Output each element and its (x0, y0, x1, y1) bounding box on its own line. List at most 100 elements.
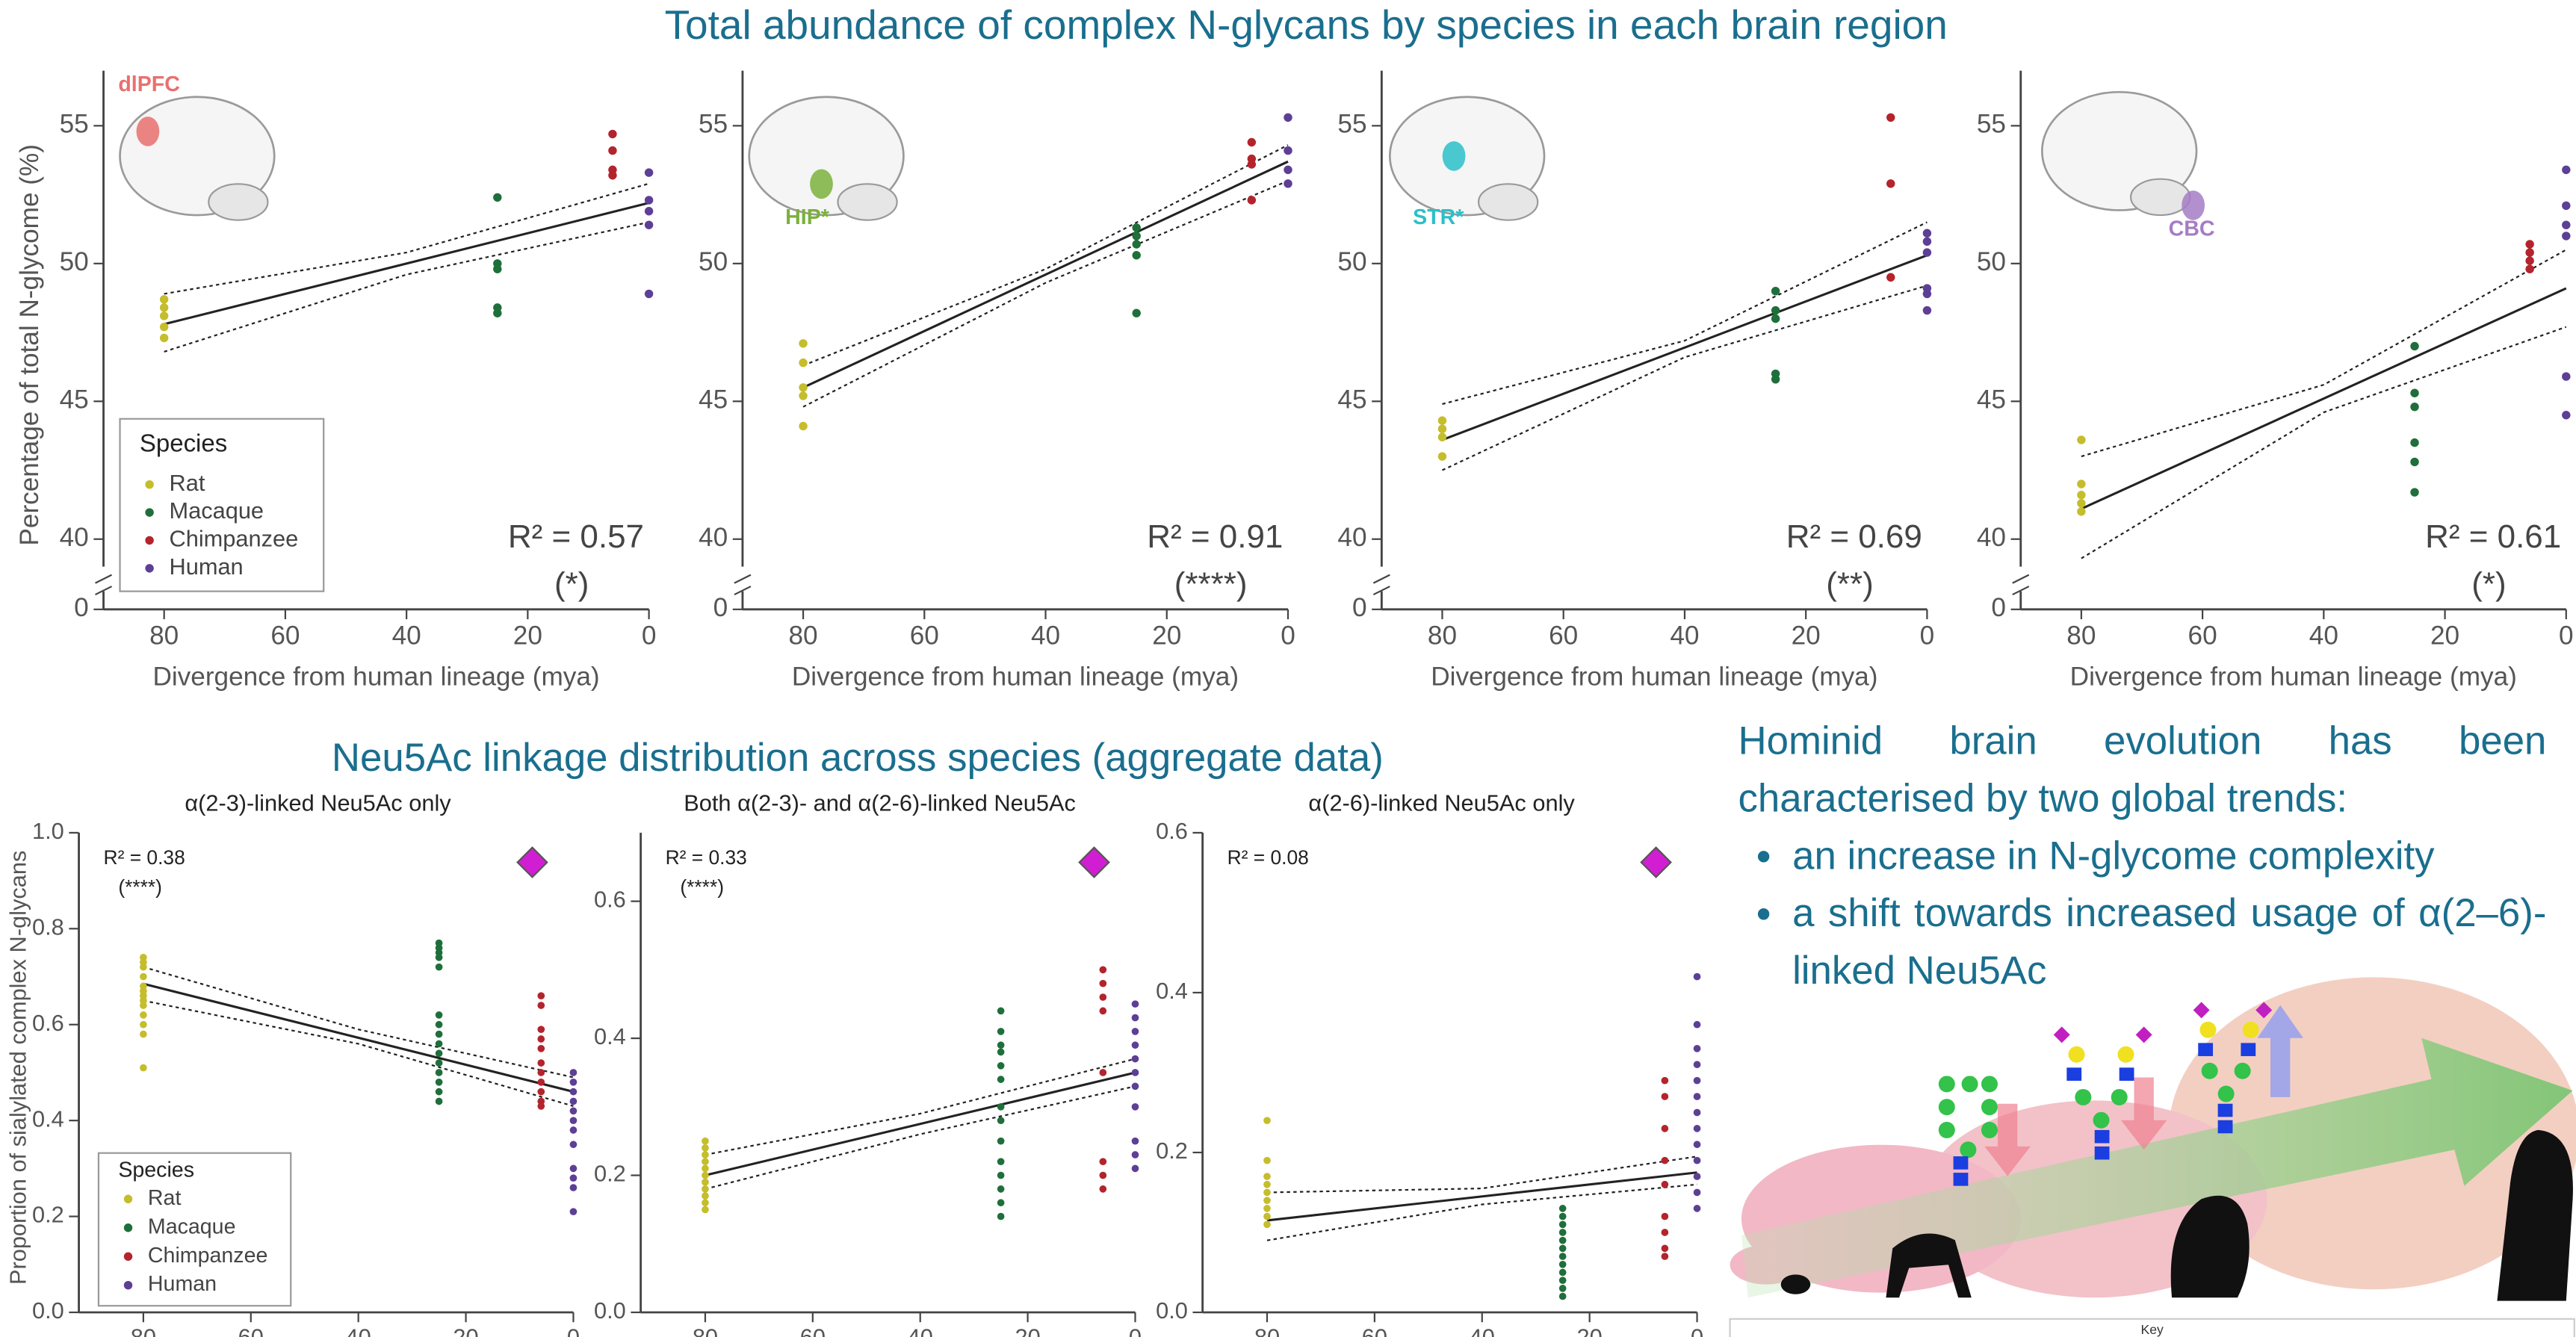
y-tick-label: 40 (1337, 523, 1366, 552)
data-point (997, 1048, 1005, 1056)
data-point (2410, 438, 2419, 447)
data-point (1284, 146, 1292, 155)
y-tick-label: 0.4 (1156, 978, 1188, 1004)
data-point (537, 1069, 545, 1076)
data-point (1558, 1292, 1567, 1300)
human-silhouette (2497, 1129, 2573, 1301)
y-tick-label: 50 (699, 247, 728, 276)
data-point (1132, 308, 1141, 317)
data-point (569, 1117, 578, 1124)
y-tick-label: 45 (1977, 385, 2006, 415)
series (493, 193, 502, 317)
legend-swatch (123, 1252, 133, 1261)
data-point (159, 295, 169, 304)
data-point (2525, 264, 2534, 273)
data-point (435, 1097, 443, 1105)
series (1284, 113, 1292, 188)
data-point (1132, 251, 1141, 260)
data-point (1099, 979, 1107, 987)
data-point (2410, 341, 2419, 351)
data-point (997, 1199, 1005, 1207)
legend-label: Chimpanzee (148, 1244, 267, 1268)
x-tick-label: 40 (908, 1324, 933, 1337)
data-point (2410, 488, 2419, 497)
down-arrow (1984, 1103, 2031, 1176)
x-tick-label: 80 (693, 1324, 718, 1337)
data-point (1693, 1076, 1701, 1085)
data-point (2410, 457, 2419, 467)
y-tick-label: 55 (60, 110, 89, 139)
summary-text: Hominid brain evolution has been charact… (1739, 713, 2547, 1000)
sialic-acid-icon (516, 846, 548, 878)
data-point (2410, 388, 2419, 397)
data-point (2562, 220, 2571, 229)
x-tick-label: 80 (1254, 1324, 1280, 1337)
data-point (1661, 1244, 1669, 1253)
data-point (1771, 287, 1780, 296)
data-point (1558, 1253, 1567, 1260)
series (644, 168, 654, 299)
r-squared: R² = 0.08 (1227, 846, 1309, 869)
y-tick-label: 55 (699, 110, 728, 139)
y-tick-label: 1.0 (32, 818, 64, 844)
region-highlight (2182, 190, 2205, 220)
x-tick-label: 0 (642, 621, 657, 651)
y-tick-label: 55 (1977, 110, 2006, 139)
data-point (1284, 113, 1292, 122)
data-point (537, 1035, 545, 1043)
data-point (997, 1185, 1005, 1193)
y-tick-label: 0.2 (1156, 1138, 1188, 1164)
sialic-acid-icon (1640, 846, 1672, 878)
data-point (140, 1002, 147, 1009)
data-point (799, 358, 808, 367)
x-axis-label: Divergence from human lineage (mya) (1431, 662, 1877, 691)
data-point (1693, 972, 1701, 981)
data-point (1661, 1229, 1669, 1236)
series (1771, 287, 1780, 384)
legend-swatch (123, 1223, 133, 1232)
data-point (1263, 1212, 1271, 1220)
data-point (1263, 1188, 1271, 1197)
data-point (435, 1011, 443, 1019)
data-point (435, 963, 443, 971)
data-point (1558, 1229, 1567, 1236)
data-point (1263, 1156, 1271, 1164)
bullet: an increase in N-glycome complexity (1792, 828, 2546, 885)
data-point (1263, 1205, 1271, 1212)
data-point (1247, 160, 1257, 169)
x-tick-label: 20 (453, 1324, 478, 1337)
data-point (1099, 1185, 1107, 1193)
data-point (2077, 480, 2086, 488)
legend-swatch (145, 564, 154, 573)
data-point (1693, 1173, 1701, 1180)
legend-title: Species (140, 429, 227, 457)
data-point (1558, 1268, 1567, 1276)
series (1099, 966, 1107, 1193)
y-tick-label: 0.2 (32, 1202, 64, 1228)
x-tick-label: 20 (1152, 621, 1181, 651)
data-point (2562, 411, 2571, 420)
data-point (702, 1144, 709, 1152)
data-point (1922, 305, 1932, 315)
data-point (997, 1061, 1005, 1070)
data-point (1131, 1041, 1139, 1049)
data-point (537, 1088, 545, 1096)
region-label: STR* (1413, 205, 1464, 229)
cerebellum-icon (1477, 183, 1539, 221)
legend-swatch (123, 1194, 133, 1203)
y-tick-label: 45 (60, 385, 89, 415)
x-tick-label: 60 (910, 621, 939, 651)
data-point (569, 1184, 578, 1191)
data-point (1558, 1212, 1567, 1220)
data-point (702, 1178, 709, 1186)
x-tick-label: 40 (1031, 621, 1060, 651)
data-point (1131, 1055, 1139, 1063)
y-tick-label: 50 (60, 247, 89, 276)
data-point (2077, 499, 2086, 508)
confidence-band (164, 182, 649, 295)
x-tick-label: 60 (1549, 621, 1578, 651)
axis-break (1372, 586, 1390, 596)
data-point (140, 1030, 147, 1038)
legend-swatch (145, 508, 154, 517)
y-axis-label: Percentage of total N-glycome (%) (15, 144, 44, 546)
